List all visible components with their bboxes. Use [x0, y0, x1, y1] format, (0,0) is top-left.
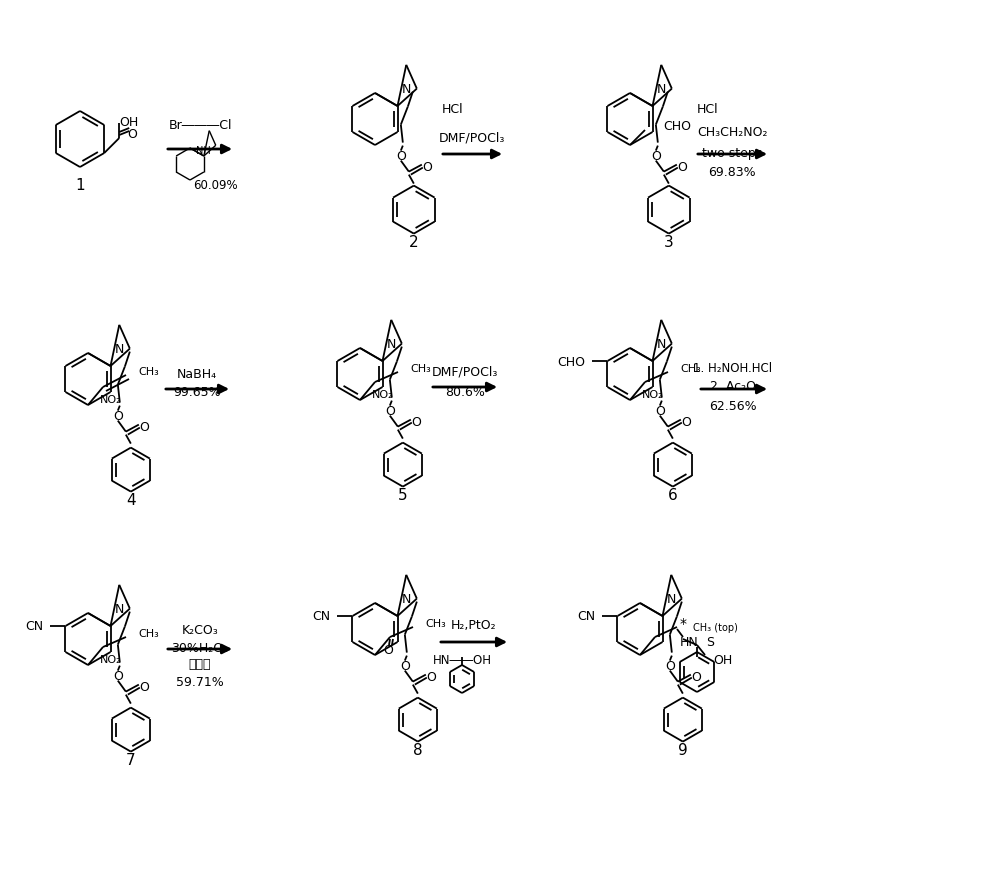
Text: N: N	[401, 83, 411, 96]
Text: O: O	[113, 409, 123, 423]
Text: O: O	[681, 416, 691, 428]
Text: NO₂: NO₂	[100, 394, 122, 405]
Text: O: O	[665, 660, 675, 672]
Text: O: O	[651, 150, 661, 163]
Text: 4: 4	[126, 493, 136, 508]
Text: O: O	[422, 161, 432, 174]
Text: 9: 9	[678, 742, 688, 757]
Text: Br―――Cl: Br―――Cl	[168, 118, 232, 131]
Text: CN: CN	[25, 620, 43, 633]
Text: O: O	[655, 405, 665, 417]
Text: 30%H₂O₂: 30%H₂O₂	[171, 641, 229, 654]
Text: N: N	[666, 593, 676, 605]
Text: 99.65%: 99.65%	[173, 385, 221, 398]
Text: O: O	[383, 643, 393, 656]
Text: O: O	[127, 127, 137, 140]
Text: CN: CN	[312, 610, 330, 623]
Text: NaBH₄: NaBH₄	[177, 367, 217, 380]
Text: NH: NH	[196, 146, 211, 156]
Text: 8: 8	[413, 742, 423, 757]
Text: NO₂: NO₂	[100, 654, 122, 664]
Text: CH₃: CH₃	[410, 364, 431, 374]
Text: N: N	[656, 338, 666, 350]
Text: 60.09%: 60.09%	[193, 178, 237, 191]
Text: N: N	[114, 603, 124, 615]
Text: 80.6%: 80.6%	[445, 385, 485, 398]
Text: CH₃ (top): CH₃ (top)	[693, 622, 738, 632]
Text: O: O	[385, 405, 395, 417]
Text: HN: HN	[680, 635, 699, 648]
Text: O: O	[113, 670, 123, 682]
Text: CH₃: CH₃	[680, 364, 701, 374]
Text: O: O	[139, 680, 149, 694]
Text: 2. Ac₂O: 2. Ac₂O	[710, 380, 756, 393]
Text: 5: 5	[398, 487, 408, 502]
Text: 柱层析: 柱层析	[189, 658, 211, 670]
Text: OH: OH	[119, 116, 138, 129]
Text: CHO: CHO	[663, 120, 691, 132]
Text: O: O	[400, 660, 410, 672]
Text: O: O	[677, 161, 687, 174]
Text: HN――OH: HN――OH	[432, 653, 492, 666]
Text: O: O	[426, 670, 436, 683]
Text: O: O	[396, 150, 406, 163]
Text: S: S	[706, 636, 714, 649]
Text: NO₂: NO₂	[372, 390, 394, 400]
Text: HCl: HCl	[442, 103, 463, 116]
Text: 1: 1	[75, 177, 85, 192]
Text: CH₃: CH₃	[138, 367, 159, 376]
Text: N: N	[401, 593, 411, 605]
Text: 2: 2	[409, 235, 419, 249]
Text: 1. H₂NOH.HCl: 1. H₂NOH.HCl	[693, 361, 773, 374]
Text: 59.71%: 59.71%	[176, 676, 224, 688]
Text: *: *	[680, 616, 686, 630]
Text: CHO: CHO	[557, 355, 585, 368]
Text: H₂,PtO₂: H₂,PtO₂	[451, 618, 497, 631]
Text: HCl: HCl	[697, 103, 718, 116]
Text: DMF/POCl₃: DMF/POCl₃	[432, 365, 498, 378]
Text: OH: OH	[713, 653, 732, 666]
Text: 62.56%: 62.56%	[709, 399, 757, 412]
Text: N: N	[386, 338, 396, 350]
Text: DMF/POCl₃: DMF/POCl₃	[439, 131, 505, 144]
Text: K₂CO₃: K₂CO₃	[182, 623, 218, 636]
Text: 3: 3	[664, 235, 674, 249]
Text: 7: 7	[126, 752, 136, 767]
Text: O: O	[139, 421, 149, 434]
Text: CN: CN	[577, 610, 595, 623]
Text: N: N	[656, 83, 666, 96]
Text: CH₃CH₂NO₂: CH₃CH₂NO₂	[697, 125, 767, 139]
Text: NO₂: NO₂	[642, 390, 664, 400]
Text: 69.83%: 69.83%	[708, 165, 756, 178]
Text: N: N	[114, 342, 124, 356]
Text: CH₃: CH₃	[425, 619, 446, 628]
Text: two steps: two steps	[702, 147, 762, 159]
Text: O: O	[691, 670, 701, 683]
Text: 6: 6	[668, 487, 678, 502]
Text: O: O	[411, 416, 421, 428]
Text: CH₃: CH₃	[138, 628, 159, 638]
